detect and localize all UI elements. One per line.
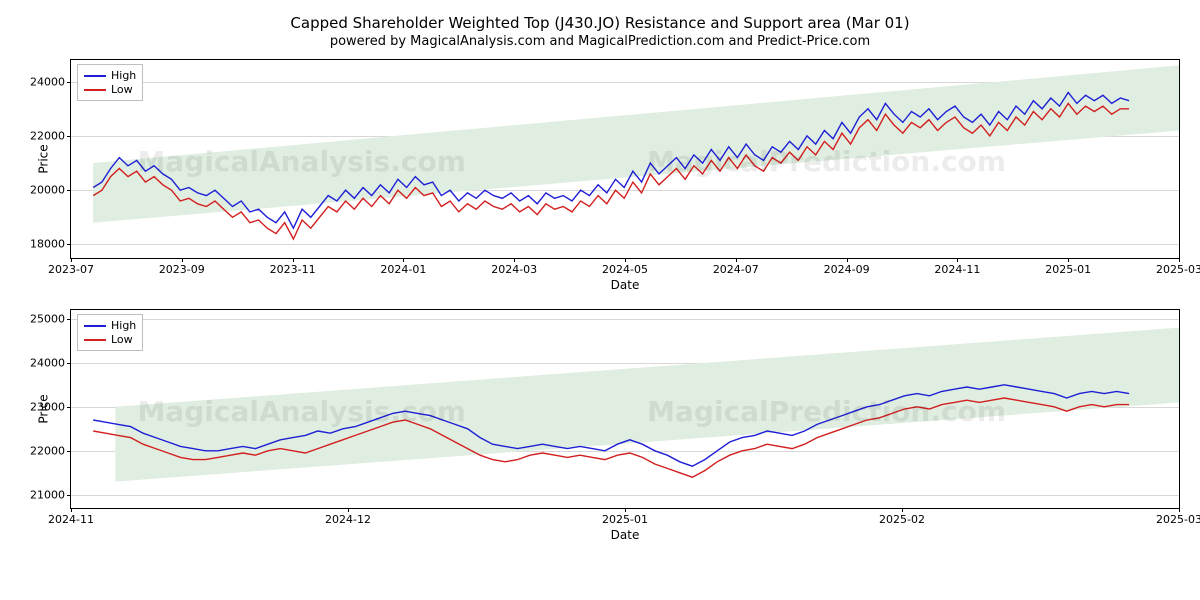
legend-item-high: High: [84, 319, 136, 332]
x-tick-label: 2025-01: [1045, 263, 1091, 276]
y-tick-label: 20000: [21, 184, 65, 197]
x-tick-label: 2024-12: [325, 513, 371, 526]
x-axis-label: Date: [611, 278, 640, 292]
x-tick-label: 2025-02: [879, 513, 925, 526]
chart-title: Capped Shareholder Weighted Top (J430.JO…: [10, 14, 1190, 32]
series-low: [93, 398, 1129, 477]
x-tick-label: 2024-11: [48, 513, 94, 526]
y-tick-label: 18000: [21, 238, 65, 251]
x-tick-label: 2025-03: [1156, 263, 1200, 276]
legend-swatch-high: [84, 75, 106, 77]
legend-label-low: Low: [111, 333, 133, 346]
legend-swatch-low: [84, 89, 106, 91]
x-tick-label: 2025-03: [1156, 513, 1200, 526]
bottom-chart-panel: High Low Price Date 21000220002300024000…: [70, 309, 1180, 509]
x-tick-label: 2023-07: [48, 263, 94, 276]
x-tick-label: 2025-01: [602, 513, 648, 526]
x-tick-label: 2024-11: [934, 263, 980, 276]
x-tick-label: 2024-09: [824, 263, 870, 276]
legend-swatch-low: [84, 339, 106, 341]
legend-label-low: Low: [111, 83, 133, 96]
chart-subtitle: powered by MagicalAnalysis.com and Magic…: [10, 34, 1190, 49]
legend-item-low: Low: [84, 83, 136, 96]
legend-label-high: High: [111, 69, 136, 82]
y-tick-label: 21000: [21, 488, 65, 501]
y-tick-label: 23000: [21, 400, 65, 413]
x-axis-label: Date: [611, 528, 640, 542]
series-low: [93, 103, 1129, 239]
y-tick-label: 25000: [21, 312, 65, 325]
x-tick-label: 2024-03: [491, 263, 537, 276]
legend-swatch-high: [84, 325, 106, 327]
x-tick-label: 2024-05: [602, 263, 648, 276]
legend-item-low: Low: [84, 333, 136, 346]
x-tick-label: 2023-11: [270, 263, 316, 276]
x-tick-label: 2024-01: [380, 263, 426, 276]
y-tick-label: 24000: [21, 356, 65, 369]
series-high: [93, 93, 1129, 229]
y-tick-label: 22000: [21, 129, 65, 142]
x-tick-label: 2023-09: [159, 263, 205, 276]
legend-box: High Low: [77, 64, 143, 101]
x-tick-label: 2024-07: [713, 263, 759, 276]
top-chart-panel: High Low Price Date 18000200002200024000…: [70, 59, 1180, 259]
y-tick-label: 22000: [21, 444, 65, 457]
legend-label-high: High: [111, 319, 136, 332]
y-axis-label: Price: [37, 144, 51, 173]
y-tick-label: 24000: [21, 75, 65, 88]
legend-box: High Low: [77, 314, 143, 351]
legend-item-high: High: [84, 69, 136, 82]
